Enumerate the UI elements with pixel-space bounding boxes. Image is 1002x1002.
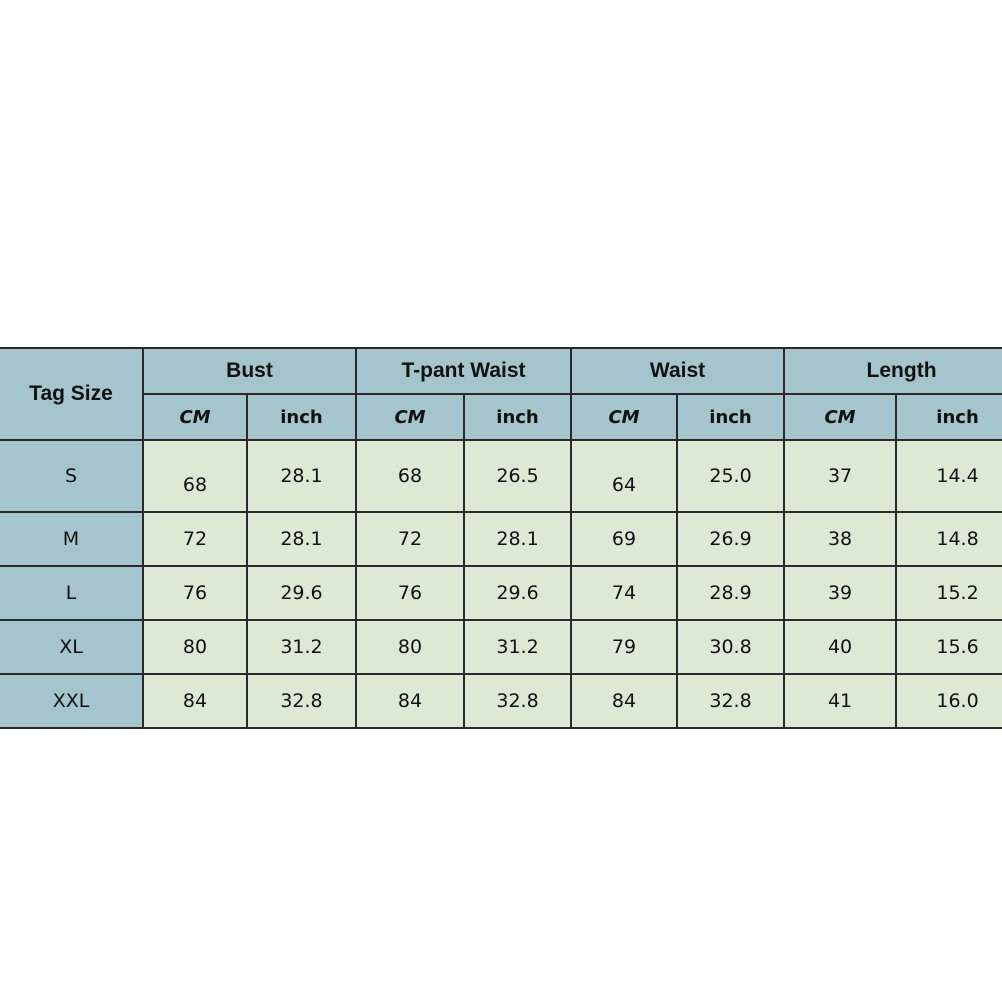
measurement-cell: 74 <box>570 565 679 621</box>
unit-header-cm: CM <box>142 393 248 441</box>
tpant-waist-header: T-pant Waist <box>355 347 573 395</box>
measurement-cell: 28.9 <box>676 565 786 621</box>
measurement-cell: 30.8 <box>676 619 786 675</box>
measurement-cell: 32.8 <box>245 673 358 729</box>
table-row: XXL 84 32.8 84 32.8 84 32.8 41 16.0 <box>0 673 1002 729</box>
measurement-cell: 64 <box>570 439 679 513</box>
measurement-cell: 79 <box>570 619 679 675</box>
measurement-cell: 72 <box>142 511 248 567</box>
unit-header-cm: CM <box>355 393 466 441</box>
measurement-cell: 84 <box>570 673 679 729</box>
tag-size-cell: XXL <box>0 673 144 729</box>
measurement-cell: 16.0 <box>895 673 1002 729</box>
table-row: S 68 28.1 68 26.5 64 25.0 37 14.4 <box>0 439 1002 513</box>
measurement-cell: 80 <box>355 619 466 675</box>
table-row: M 72 28.1 72 28.1 69 26.9 38 14.8 <box>0 511 1002 567</box>
measurement-cell: 72 <box>355 511 466 567</box>
unit-header-inch: inch <box>676 393 786 441</box>
length-header: Length <box>783 347 1002 395</box>
unit-header-row: CM inch CM inch CM inch CM inch <box>0 393 1002 441</box>
waist-header: Waist <box>570 347 786 395</box>
table-row: L 76 29.6 76 29.6 74 28.9 39 15.2 <box>0 565 1002 621</box>
bust-header: Bust <box>141 347 358 395</box>
measurement-cell: 68 <box>355 439 466 513</box>
measurement-cell: 29.6 <box>463 565 573 621</box>
measurement-cell: 68 <box>142 439 248 513</box>
measurement-cell: 31.2 <box>245 619 358 675</box>
measurement-cell: 69 <box>570 511 679 567</box>
unit-header-inch: inch <box>245 393 358 441</box>
measurement-cell: 84 <box>142 673 248 729</box>
size-chart-table: Tag Size Bust T-pant Waist Waist Length … <box>0 347 1002 729</box>
table-row: XL 80 31.2 80 31.2 79 30.8 40 15.6 <box>0 619 1002 675</box>
measurement-cell: 76 <box>142 565 248 621</box>
measurement-cell: 80 <box>142 619 248 675</box>
measurement-cell: 29.6 <box>245 565 358 621</box>
measurement-cell: 28.1 <box>245 511 358 567</box>
measurement-cell: 41 <box>783 673 898 729</box>
measurement-cell: 26.5 <box>463 439 573 513</box>
tag-size-cell: M <box>0 511 144 567</box>
measurement-cell: 40 <box>783 619 898 675</box>
measurement-cell: 84 <box>355 673 466 729</box>
measurement-cell: 32.8 <box>463 673 573 729</box>
measurement-cell: 39 <box>783 565 898 621</box>
unit-header-cm: CM <box>783 393 898 441</box>
measurement-cell: 76 <box>355 565 466 621</box>
measurement-cell: 28.1 <box>463 511 573 567</box>
tag-size-cell: L <box>0 565 144 621</box>
unit-header-inch: inch <box>895 393 1002 441</box>
measurement-cell: 38 <box>783 511 898 567</box>
measurement-cell: 14.8 <box>895 511 1002 567</box>
measurement-cell: 25.0 <box>676 439 786 513</box>
measurement-cell: 14.4 <box>895 439 1002 513</box>
unit-header-cm: CM <box>570 393 679 441</box>
unit-header-inch: inch <box>463 393 573 441</box>
tag-size-cell: S <box>0 439 144 513</box>
measurement-cell: 26.9 <box>676 511 786 567</box>
tag-size-cell: XL <box>0 619 144 675</box>
measurement-cell: 31.2 <box>463 619 573 675</box>
measurement-cell: 15.2 <box>895 565 1002 621</box>
measurement-cell: 37 <box>783 439 898 513</box>
tag-size-header: Tag Size <box>0 347 144 441</box>
measurement-cell: 28.1 <box>245 439 358 513</box>
measurement-cell: 15.6 <box>895 619 1002 675</box>
group-header-row: Tag Size Bust T-pant Waist Waist Length <box>0 347 1002 441</box>
measurement-cell: 32.8 <box>676 673 786 729</box>
